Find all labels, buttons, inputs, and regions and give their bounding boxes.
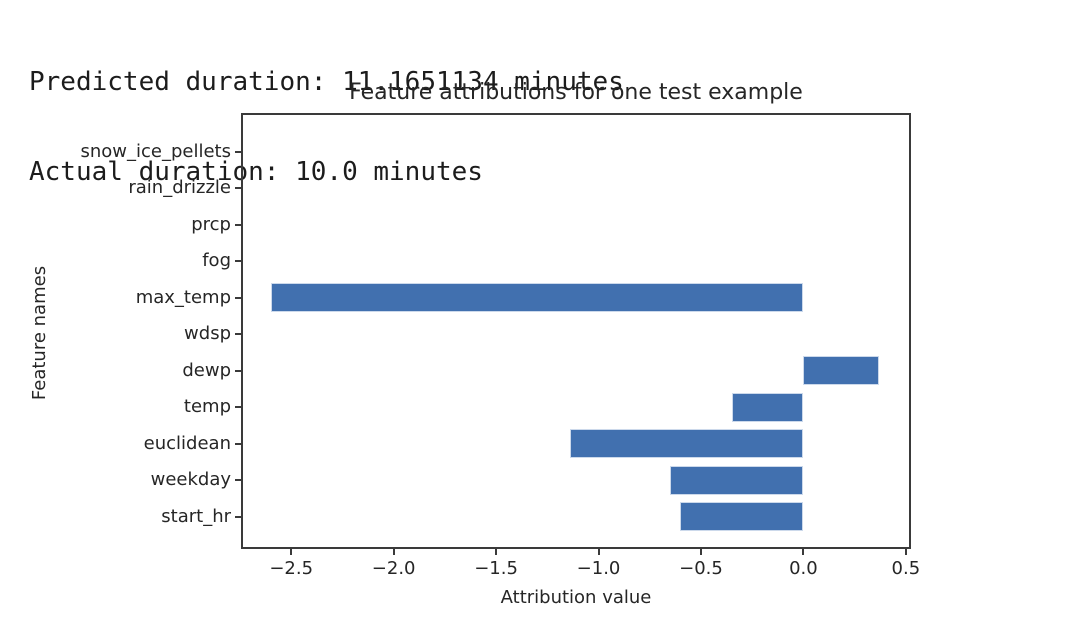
- y-tick-label-rain_drizzle: rain_drizzle: [128, 177, 231, 198]
- x-tick-label: −2.5: [269, 558, 314, 579]
- x-tick-label: −1.0: [576, 558, 621, 579]
- x-tick-label: −1.5: [474, 558, 518, 579]
- y-tick-label-weekday: weekday: [150, 469, 231, 490]
- y-tick-mark: [235, 406, 241, 408]
- y-tick-label-fog: fog: [202, 250, 231, 271]
- y-tick-mark: [235, 150, 241, 153]
- x-axis-label: Attribution value: [500, 587, 652, 608]
- x-tick-mark: [802, 549, 805, 555]
- stdout-line-predicted: Predicted duration: 11.1651134 minutes: [29, 67, 624, 97]
- y-tick-label-wdsp: wdsp: [184, 323, 231, 344]
- y-tick-label-temp: temp: [183, 396, 231, 417]
- bar-dewp: [803, 356, 880, 385]
- stdout-output: Predicted duration: 11.1651134 minutes A…: [29, 7, 624, 247]
- y-tick-mark: [235, 333, 241, 335]
- y-tick-mark: [235, 260, 241, 262]
- x-tick-mark: [597, 549, 600, 555]
- bar-max_temp: [270, 283, 804, 312]
- x-tick-label: −2.0: [371, 558, 416, 579]
- bar-weekday: [670, 465, 804, 495]
- y-tick-label-euclidean: euclidean: [143, 432, 231, 454]
- x-tick-label: 0.5: [891, 558, 921, 579]
- y-tick-mark: [235, 223, 241, 226]
- bar-euclidean: [569, 429, 804, 458]
- bar-temp: [731, 392, 804, 422]
- bar-start_hr: [680, 502, 804, 531]
- x-tick-mark: [904, 549, 907, 555]
- y-tick-label-prcp: prcp: [191, 213, 231, 235]
- x-tick-label: −0.5: [679, 558, 723, 579]
- x-tick-mark: [290, 549, 293, 555]
- y-tick-mark: [235, 369, 241, 372]
- y-tick-label-max_temp: max_temp: [135, 286, 231, 308]
- y-tick-mark: [235, 515, 241, 518]
- chart-title: Feature attributions for one test exampl…: [349, 80, 803, 105]
- x-tick-mark: [392, 549, 395, 555]
- y-tick-mark: [235, 296, 241, 299]
- y-tick-label-snow_ice_pellets: snow_ice_pellets: [80, 140, 231, 162]
- x-tick-mark: [495, 549, 498, 555]
- y-tick-mark: [235, 479, 241, 481]
- y-tick-mark: [235, 442, 241, 445]
- x-tick-mark: [699, 549, 702, 555]
- y-tick-label-start_hr: start_hr: [161, 505, 231, 527]
- axes-frame: [241, 113, 911, 549]
- y-tick-mark: [235, 187, 241, 189]
- stdout-line-actual: Actual duration: 10.0 minutes: [29, 157, 483, 187]
- x-tick-label: 0.0: [789, 558, 818, 579]
- y-axis-label: Feature names: [29, 265, 50, 401]
- y-tick-label-dewp: dewp: [182, 359, 231, 381]
